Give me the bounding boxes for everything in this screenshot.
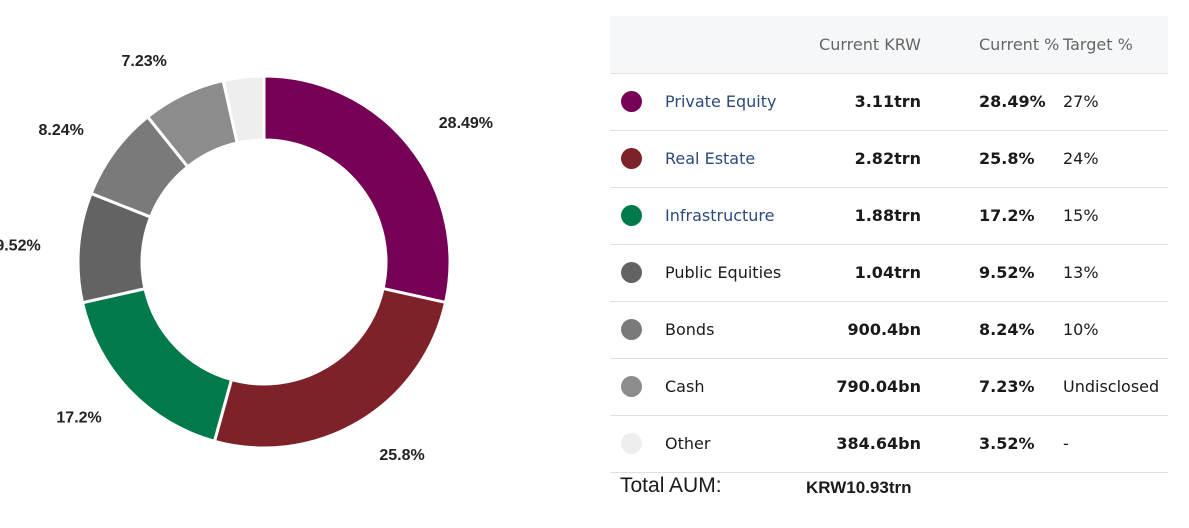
target-pct-cell: -: [1063, 434, 1069, 453]
asset-class-label: Cash: [665, 377, 705, 396]
slice-data-label: 17.2%: [56, 409, 101, 426]
legend-dot-icon: [621, 205, 642, 226]
current-pct-cell: 8.24%: [979, 320, 1035, 339]
legend-dot-icon: [621, 319, 642, 340]
donut-svg: 28.49% 25.8% 17.2% 9.52% 8.24% 7.23%: [0, 53, 493, 464]
current-pct-cell: 9.52%: [979, 263, 1035, 282]
legend-dot-icon: [621, 148, 642, 169]
target-pct-cell: 15%: [1063, 206, 1099, 225]
legend-dot-icon: [621, 433, 642, 454]
header-current-krw: Current KRW: [819, 34, 921, 54]
allocation-table: Current KRW Current % Target % Private E…: [610, 16, 1168, 473]
header-target-pct: Target %: [1063, 34, 1133, 54]
table-row: Bonds 900.4bn 8.24% 10%: [610, 301, 1168, 358]
current-pct-cell: 3.52%: [979, 434, 1035, 453]
slice-data-label: 8.24%: [38, 122, 83, 139]
slice-data-label: 28.49%: [439, 115, 493, 132]
slice-data-label: 25.8%: [379, 447, 424, 464]
current-pct-cell: 17.2%: [979, 206, 1035, 225]
donut-slice-other[interactable]: [221, 74, 266, 145]
asset-class-label: Other: [665, 434, 711, 453]
table-row: Public Equities 1.04trn 9.52% 13%: [610, 244, 1168, 301]
table-row: Private Equity 3.11trn 28.49% 27%: [610, 73, 1168, 130]
table-header-row: Current KRW Current % Target %: [610, 16, 1168, 73]
target-pct-cell: 27%: [1063, 92, 1099, 111]
asset-class-link[interactable]: Real Estate: [665, 149, 756, 168]
slice-data-label: 7.23%: [122, 53, 167, 70]
total-aum-row: Total AUM: KRW10.93trn: [620, 474, 1020, 504]
total-aum-label: Total AUM:: [620, 474, 722, 497]
current-krw-cell: 2.82trn: [854, 149, 921, 168]
donut-slice-private-equity[interactable]: [262, 74, 452, 305]
current-krw-cell: 3.11trn: [854, 92, 921, 111]
asset-class-label: Public Equities: [665, 263, 782, 282]
current-krw-cell: 384.64bn: [836, 434, 921, 453]
current-pct-cell: 25.8%: [979, 149, 1035, 168]
slice-data-label: 9.52%: [0, 237, 41, 254]
table-row: Other 384.64bn 3.52% -: [610, 415, 1168, 472]
target-pct-cell: 24%: [1063, 149, 1099, 168]
legend-dot-icon: [621, 91, 642, 112]
asset-class-link[interactable]: Infrastructure: [665, 206, 775, 225]
table-row: Real Estate 2.82trn 25.8% 24%: [610, 130, 1168, 187]
allocation-donut-chart: 28.49% 25.8% 17.2% 9.52% 8.24% 7.23%: [0, 0, 560, 528]
current-krw-cell: 1.04trn: [854, 263, 921, 282]
donut-slice-infrastructure[interactable]: [80, 286, 234, 444]
current-krw-cell: 1.88trn: [854, 206, 921, 225]
header-spacer-name: [665, 16, 805, 73]
legend-dot-icon: [621, 376, 642, 397]
current-pct-cell: 28.49%: [979, 92, 1046, 111]
header-current-pct: Current %: [979, 34, 1060, 54]
target-pct-cell: Undisclosed: [1063, 377, 1160, 396]
legend-dot-icon: [621, 262, 642, 283]
total-aum-value: KRW10.93trn: [806, 478, 912, 497]
current-pct-cell: 7.23%: [979, 377, 1035, 396]
table-row: Cash 790.04bn 7.23% Undisclosed: [610, 358, 1168, 415]
target-pct-cell: 10%: [1063, 320, 1099, 339]
current-krw-cell: 790.04bn: [836, 377, 921, 396]
table-row: Infrastructure 1.88trn 17.2% 15%: [610, 187, 1168, 244]
asset-class-label: Bonds: [665, 320, 715, 339]
donut-slice-real-estate[interactable]: [212, 286, 448, 450]
target-pct-cell: 13%: [1063, 263, 1099, 282]
header-spacer-dot: [610, 16, 665, 73]
asset-class-link[interactable]: Private Equity: [665, 92, 777, 111]
current-krw-cell: 900.4bn: [847, 320, 921, 339]
